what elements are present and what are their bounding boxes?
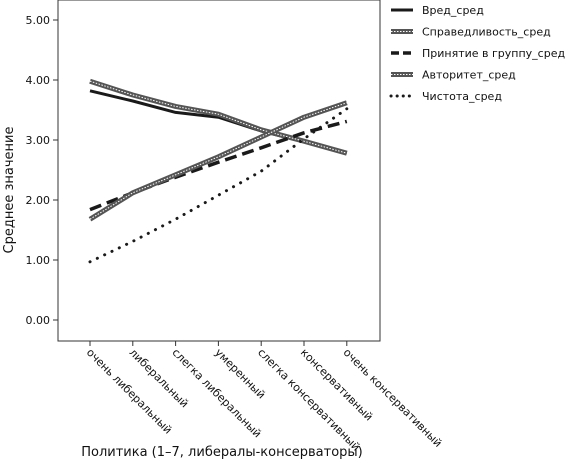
legend-item: Чистота_сред	[389, 90, 502, 103]
legend-label: Справедливость_сред	[422, 26, 551, 39]
y-tick-label: 5.00	[26, 14, 51, 27]
series-2	[89, 78, 348, 156]
x-tick-label: консервативный	[298, 346, 376, 424]
y-tick-label: 4.00	[26, 74, 51, 87]
legend-item: Авторитет_сред	[391, 69, 516, 82]
legend-item: Вред_сред	[391, 4, 484, 17]
y-tick-label: 0.00	[26, 314, 51, 327]
series-5	[88, 107, 349, 264]
series-4	[88, 100, 348, 222]
x-tick-label: очень либеральный	[84, 346, 175, 437]
legend-label: Принятие в группу_сред	[422, 47, 565, 60]
legend: Вред_сред Справедливость_сред Принятие в г…	[389, 4, 565, 103]
series-line	[88, 107, 349, 264]
y-tick-label: 3.00	[26, 134, 51, 147]
legend-item: Принятие в группу_сред	[391, 47, 565, 60]
plot-frame	[57, 0, 381, 342]
x-axis-title: Политика (1–7, либералы-консерваторы)	[81, 445, 363, 460]
y-axis: 0.00 1.00 2.00 3.00 4.00 5.00	[26, 14, 58, 327]
series-line	[89, 80, 347, 154]
y-tick-label: 1.00	[26, 254, 51, 267]
legend-item: Справедливость_сред	[391, 26, 551, 39]
y-axis-title: Среднее значение	[2, 127, 17, 254]
legend-label: Вред_сред	[422, 4, 484, 17]
series-line	[89, 102, 347, 220]
legend-label: Чистота_сред	[422, 90, 502, 103]
series-layer	[88, 78, 349, 264]
legend-label: Авторитет_сред	[422, 69, 516, 82]
y-tick-label: 2.00	[26, 194, 51, 207]
